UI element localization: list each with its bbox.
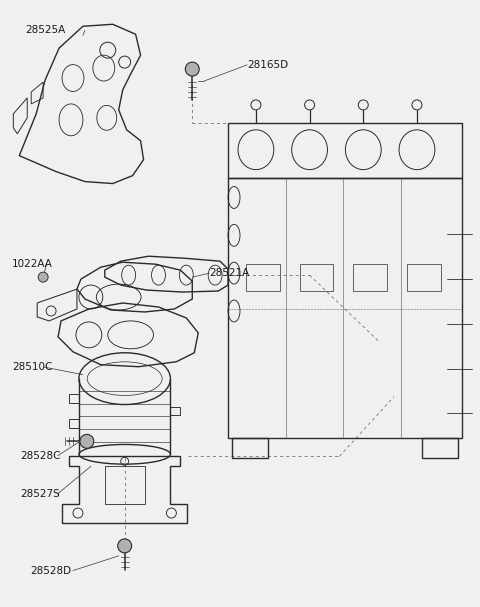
Text: 28528C: 28528C bbox=[21, 451, 61, 461]
Text: 28521A: 28521A bbox=[209, 268, 249, 278]
Text: 28527S: 28527S bbox=[21, 489, 60, 499]
Text: 28525A: 28525A bbox=[25, 25, 65, 35]
Circle shape bbox=[118, 539, 132, 553]
Bar bbox=[69, 393, 79, 402]
Circle shape bbox=[185, 62, 199, 76]
Bar bbox=[69, 419, 79, 429]
Text: 28528D: 28528D bbox=[30, 566, 71, 575]
Circle shape bbox=[80, 435, 94, 449]
Text: 1022AA: 1022AA bbox=[12, 259, 53, 269]
Circle shape bbox=[38, 272, 48, 282]
Bar bbox=[170, 407, 180, 415]
Text: 28510C: 28510C bbox=[12, 362, 52, 372]
Text: 28165D: 28165D bbox=[247, 60, 288, 70]
